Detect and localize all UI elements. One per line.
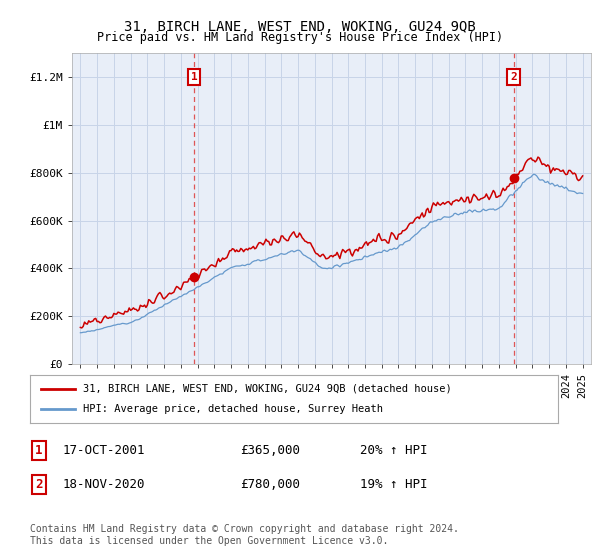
Text: £365,000: £365,000 — [240, 444, 300, 458]
Text: 2: 2 — [35, 478, 43, 491]
Text: £780,000: £780,000 — [240, 478, 300, 491]
Text: 20% ↑ HPI: 20% ↑ HPI — [360, 444, 427, 458]
Text: 17-OCT-2001: 17-OCT-2001 — [63, 444, 146, 458]
Text: 19% ↑ HPI: 19% ↑ HPI — [360, 478, 427, 491]
Text: HPI: Average price, detached house, Surrey Heath: HPI: Average price, detached house, Surr… — [83, 404, 383, 414]
Text: 2: 2 — [510, 72, 517, 82]
Text: 31, BIRCH LANE, WEST END, WOKING, GU24 9QB: 31, BIRCH LANE, WEST END, WOKING, GU24 9… — [124, 20, 476, 34]
Text: 1: 1 — [35, 444, 43, 458]
Text: Contains HM Land Registry data © Crown copyright and database right 2024.
This d: Contains HM Land Registry data © Crown c… — [30, 524, 459, 545]
Text: 1: 1 — [191, 72, 197, 82]
Text: Price paid vs. HM Land Registry's House Price Index (HPI): Price paid vs. HM Land Registry's House … — [97, 31, 503, 44]
Text: 31, BIRCH LANE, WEST END, WOKING, GU24 9QB (detached house): 31, BIRCH LANE, WEST END, WOKING, GU24 9… — [83, 384, 452, 394]
Text: 18-NOV-2020: 18-NOV-2020 — [63, 478, 146, 491]
